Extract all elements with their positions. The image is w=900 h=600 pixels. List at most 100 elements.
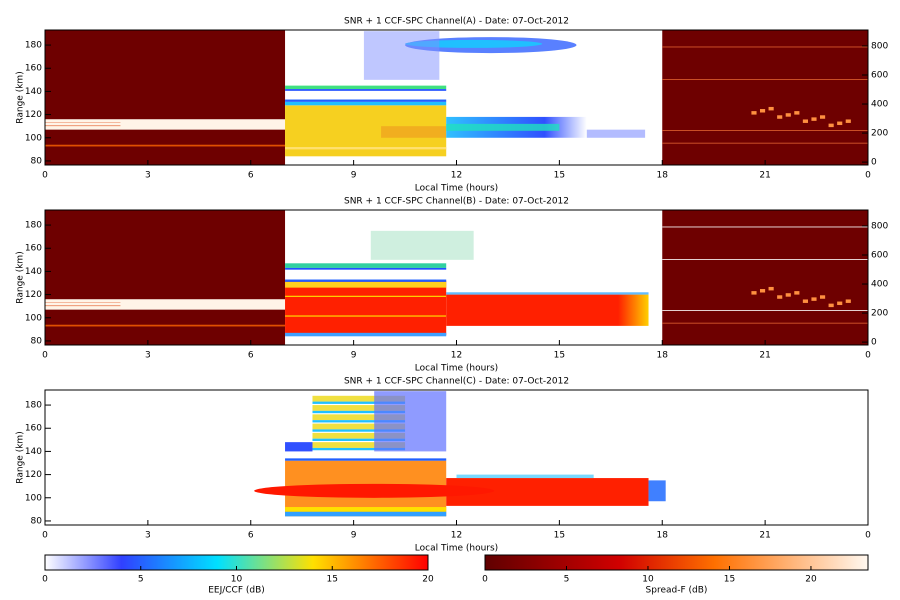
y-tick-label: 120 (25, 110, 42, 120)
y-tick-label: 80 (31, 336, 43, 346)
image-region (662, 210, 868, 345)
y2-tick-label: 0 (871, 338, 877, 348)
image-region (370, 230, 474, 260)
x-tick-label: 0 (865, 351, 871, 361)
image-region (759, 289, 766, 293)
image-region (819, 115, 826, 119)
x-tick-label: 6 (248, 171, 254, 181)
image-region (285, 507, 447, 512)
y-tick-label: 160 (25, 244, 42, 254)
image-region (662, 46, 868, 48)
y-tick-label: 100 (25, 493, 42, 503)
image-region (285, 511, 447, 517)
image-region (254, 483, 495, 498)
y-tick-label: 120 (25, 290, 42, 300)
image-region (285, 280, 447, 336)
x-tick-label: 0 (42, 531, 48, 541)
image-region (285, 99, 447, 102)
y-axis-label: Range (km) (16, 251, 26, 303)
y2-tick-label: 0 (871, 158, 877, 168)
x-tick-label: 12 (451, 351, 462, 361)
y-tick-label: 140 (25, 87, 42, 97)
image-region (662, 226, 868, 228)
x-axis-label: Local Time (hours) (415, 544, 498, 554)
y-tick-label: 160 (25, 424, 42, 434)
image-region (662, 310, 868, 311)
image-region (312, 442, 406, 448)
panel-title: SNR + 1 CCF-SPC Channel(B) - Date: 07-Oc… (344, 197, 569, 207)
image-region (759, 109, 766, 113)
y2-tick-label: 600 (871, 251, 888, 261)
x-tick-label: 15 (554, 351, 565, 361)
x-tick-label: 12 (451, 171, 462, 181)
image-region (285, 101, 447, 106)
image-region (662, 142, 868, 144)
image-region (794, 111, 800, 115)
image-region (363, 31, 440, 80)
image-region (845, 299, 851, 303)
image-region (794, 291, 800, 295)
y2-tick-label: 800 (871, 41, 888, 51)
y2-tick-label: 400 (871, 280, 888, 290)
colorbar-tick-label: 15 (327, 575, 338, 585)
colorbar (484, 554, 869, 571)
image-region (312, 401, 406, 404)
image-region (285, 147, 447, 150)
image-region (45, 305, 121, 307)
image-region (381, 126, 447, 138)
image-region (819, 295, 826, 299)
y-tick-label: 180 (25, 221, 42, 231)
x-tick-label: 18 (657, 531, 669, 541)
colorbar-tick-label: 0 (42, 575, 48, 585)
image-region (285, 279, 447, 282)
image-region (837, 301, 843, 306)
image-region (312, 423, 406, 430)
x-tick-label: 21 (759, 531, 770, 541)
image-region (45, 299, 286, 310)
image-region (312, 432, 406, 439)
y2-tick-label: 800 (871, 221, 888, 231)
x-tick-label: 3 (145, 351, 151, 361)
x-tick-label: 3 (145, 531, 151, 541)
image-region (374, 391, 447, 452)
image-region (312, 420, 406, 423)
image-region (45, 122, 121, 123)
image-region (662, 259, 868, 260)
colorbar-tick-label: 20 (805, 575, 817, 585)
image-region (285, 315, 447, 317)
x-tick-label: 9 (351, 531, 357, 541)
colorbar-tick-label: 5 (564, 575, 570, 585)
x-tick-label: 15 (554, 531, 565, 541)
y-tick-label: 180 (25, 401, 42, 411)
image-region (312, 429, 406, 432)
x-tick-label: 6 (248, 351, 254, 361)
y-axis-label: Range (km) (16, 431, 26, 483)
image-region (777, 295, 783, 299)
y-tick-label: 140 (25, 447, 42, 457)
image-region (285, 281, 447, 288)
image-region (811, 297, 817, 301)
image-region (312, 447, 406, 451)
image-region (828, 123, 834, 128)
colorbar-tick-label: 15 (724, 575, 735, 585)
image-region (285, 267, 447, 270)
x-tick-label: 0 (42, 171, 48, 181)
colorbar-tick-label: 0 (482, 575, 488, 585)
image-region (785, 293, 791, 297)
image-region (312, 414, 406, 421)
panel-title: SNR + 1 CCF-SPC Channel(C) - Date: 07-Oc… (344, 377, 569, 387)
image-region (312, 410, 406, 414)
image-region (811, 117, 817, 121)
image-region (777, 115, 783, 119)
x-tick-label: 21 (759, 351, 770, 361)
image-region (285, 332, 447, 337)
image-region (45, 144, 286, 147)
image-region (446, 294, 649, 326)
x-tick-label: 0 (865, 171, 871, 181)
x-tick-label: 9 (351, 351, 357, 361)
image-region (785, 113, 791, 117)
image-region (662, 130, 868, 131)
x-tick-label: 21 (759, 171, 770, 181)
image-region (285, 295, 447, 297)
y-tick-label: 80 (31, 156, 43, 166)
